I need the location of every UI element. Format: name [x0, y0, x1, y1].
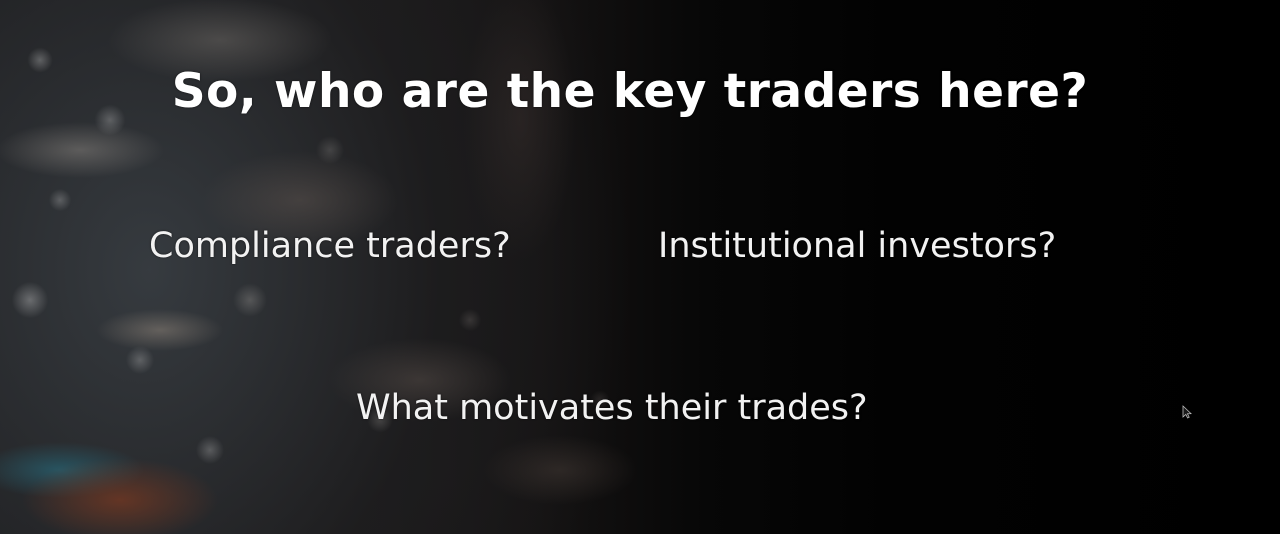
mouse-pointer-icon: [1182, 405, 1192, 419]
point-compliance-traders: Compliance traders?: [149, 226, 511, 266]
point-trade-motivation: What motivates their trades?: [356, 388, 868, 428]
cloud-cover: [0, 0, 700, 534]
point-institutional-investors: Institutional investors?: [658, 226, 1057, 266]
slide-title: So, who are the key traders here?: [171, 64, 1089, 119]
